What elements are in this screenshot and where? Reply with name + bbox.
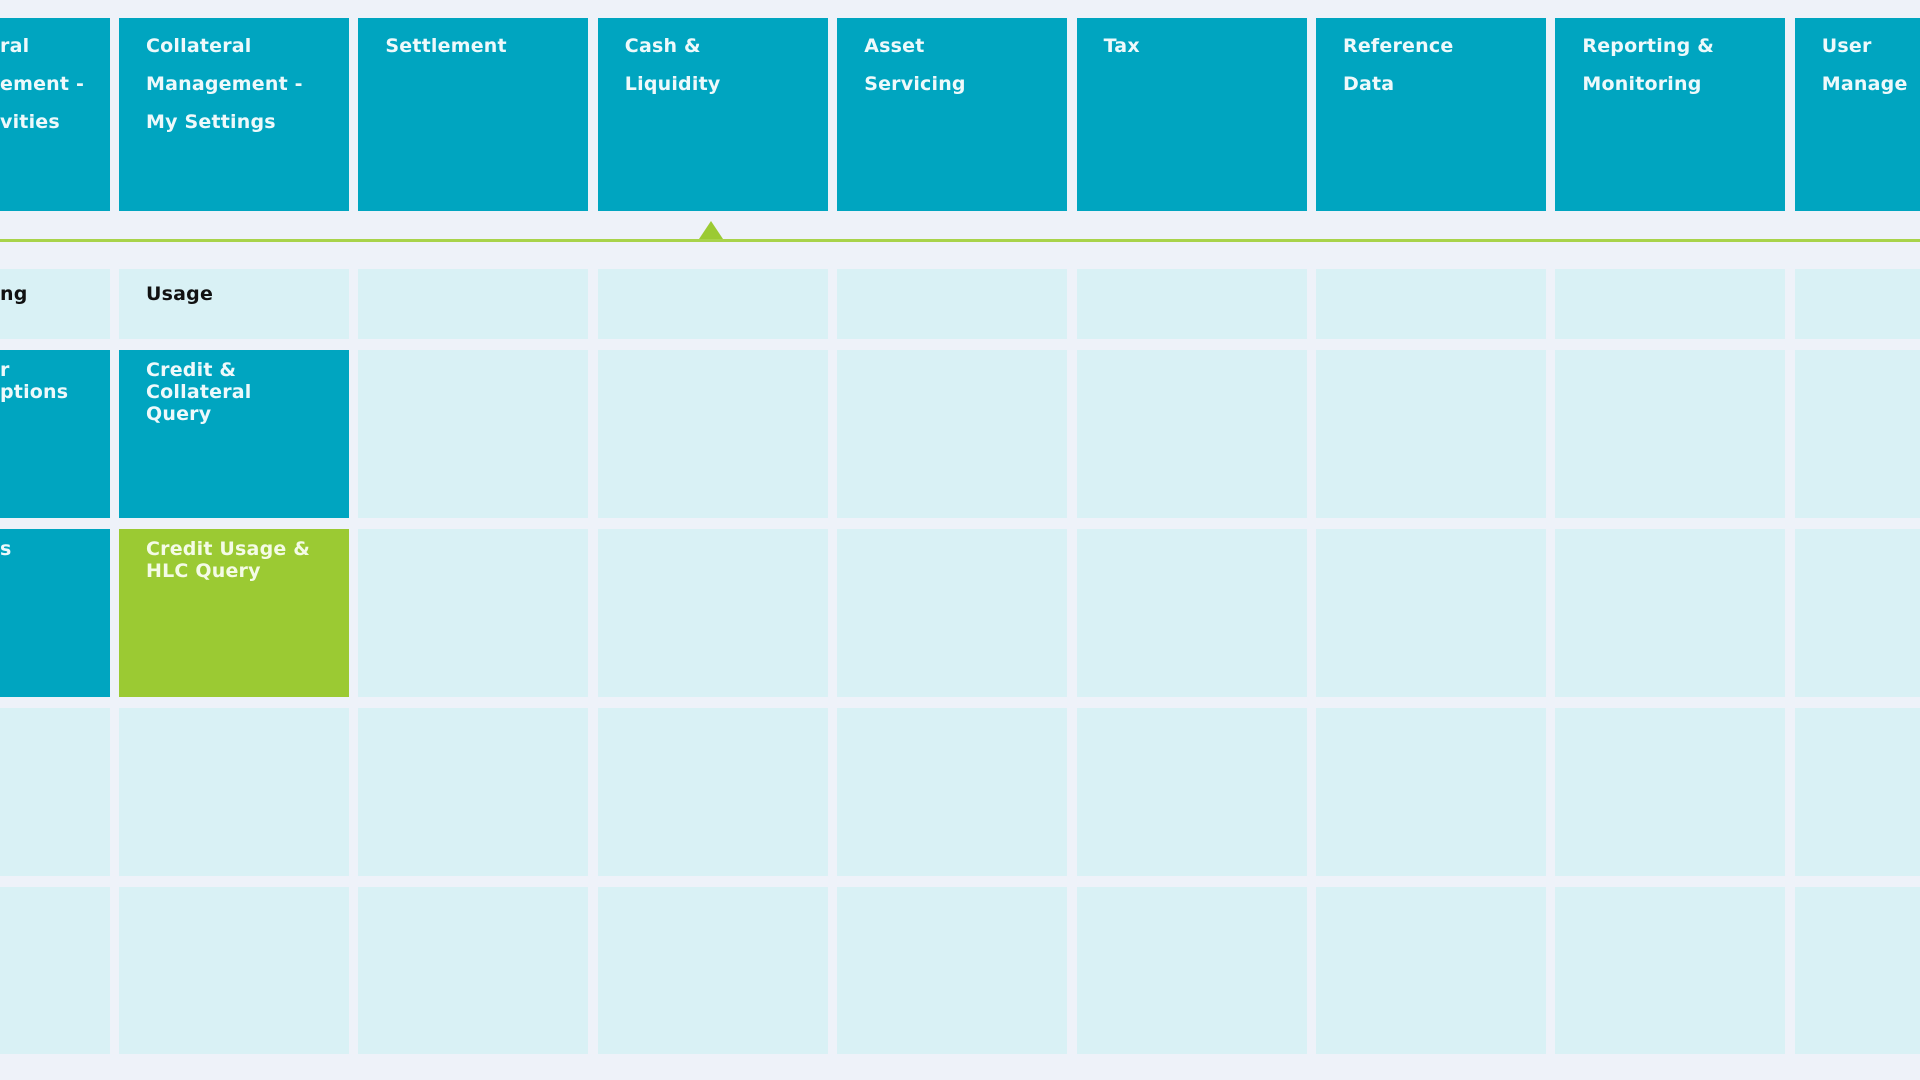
empty-tile bbox=[119, 887, 349, 1054]
empty-tile bbox=[358, 529, 589, 697]
menu-column-9-label: Manage bbox=[1821, 73, 1908, 95]
empty-tile bbox=[837, 350, 1068, 518]
empty-tile bbox=[1794, 887, 1920, 1054]
menu-column-7[interactable]: Reference Data bbox=[1316, 18, 1546, 211]
menu-column-9-label: User bbox=[1821, 35, 1872, 57]
column-subheader bbox=[1316, 269, 1546, 339]
menu-column-6[interactable]: Tax bbox=[1076, 18, 1307, 211]
menu-divider-line bbox=[0, 239, 1920, 242]
column-subheader bbox=[1076, 269, 1307, 339]
menu-column-2[interactable]: Collateral Management - My Settings bbox=[119, 18, 349, 211]
empty-tile bbox=[1076, 350, 1307, 518]
empty-tile bbox=[1316, 708, 1546, 876]
empty-tile bbox=[119, 708, 349, 876]
menu-column-9[interactable]: User Manage bbox=[1794, 18, 1920, 211]
menu-tile[interactable]: r ptions bbox=[0, 350, 110, 518]
menu-tile-selected[interactable]: Credit Usage & HLC Query bbox=[119, 529, 349, 697]
menu-column-4[interactable]: Cash & Liquidity bbox=[597, 18, 828, 211]
menu-column-5[interactable]: Asset Servicing bbox=[837, 18, 1068, 211]
empty-tile bbox=[1794, 708, 1920, 876]
menu-tile[interactable]: s bbox=[0, 529, 110, 697]
empty-tile bbox=[1555, 708, 1786, 876]
menu-tile-label: Credit & bbox=[146, 359, 237, 381]
menu-column-7-label: Data bbox=[1343, 73, 1395, 95]
empty-tile bbox=[1076, 708, 1307, 876]
menu-column-2-label: Collateral bbox=[146, 35, 252, 57]
empty-tile bbox=[358, 350, 589, 518]
menu-tile-selected-label: HLC Query bbox=[146, 560, 261, 582]
menu-column-4-label: Cash & bbox=[624, 35, 701, 57]
active-column-indicator-icon bbox=[699, 221, 723, 239]
empty-tile bbox=[358, 887, 589, 1054]
empty-tile bbox=[837, 887, 1068, 1054]
menu-column-1-label: ement - bbox=[0, 73, 85, 95]
column-subheader: Usage bbox=[119, 269, 349, 339]
menu-tile-selected-label: Credit Usage & bbox=[146, 538, 311, 560]
menu-column-8-label: Reporting & bbox=[1582, 35, 1715, 57]
empty-tile bbox=[0, 887, 110, 1054]
empty-tile bbox=[1076, 887, 1307, 1054]
empty-tile bbox=[837, 529, 1068, 697]
menu-column-2-label: My Settings bbox=[146, 111, 276, 133]
empty-tile bbox=[1316, 350, 1546, 518]
menu-column-6-label: Tax bbox=[1103, 35, 1140, 57]
menu-column-1-label: ral bbox=[0, 35, 30, 57]
menu-tile-label: ptions bbox=[0, 381, 69, 403]
empty-tile bbox=[1555, 887, 1786, 1054]
empty-tile bbox=[1794, 529, 1920, 697]
empty-tile bbox=[1555, 350, 1786, 518]
menu-tile-label: r bbox=[0, 359, 10, 381]
empty-tile bbox=[358, 708, 589, 876]
empty-tile bbox=[837, 708, 1068, 876]
menu-column-1[interactable]: ral ement - vities bbox=[0, 18, 110, 211]
menu-column-5-label: Servicing bbox=[864, 73, 966, 95]
menu-column-3[interactable]: Settlement bbox=[358, 18, 589, 211]
menu-tile-label: Collateral bbox=[146, 381, 252, 403]
column-subheader: ng bbox=[0, 269, 110, 339]
column-subheader bbox=[358, 269, 589, 339]
column-subheader bbox=[597, 269, 828, 339]
empty-tile bbox=[1316, 529, 1546, 697]
column-subheader bbox=[1555, 269, 1786, 339]
empty-tile bbox=[1076, 529, 1307, 697]
menu-column-7-label: Reference bbox=[1343, 35, 1454, 57]
column-subheader bbox=[837, 269, 1068, 339]
menu-tile[interactable]: Credit & Collateral Query bbox=[119, 350, 349, 518]
empty-tile bbox=[1555, 529, 1786, 697]
menu-column-2-label: Management - bbox=[146, 73, 303, 95]
empty-tile bbox=[1794, 350, 1920, 518]
menu-column-1-label: vities bbox=[0, 111, 60, 133]
menu-tile-label: Query bbox=[146, 403, 212, 425]
menu-tile-label: s bbox=[0, 538, 12, 560]
empty-tile bbox=[0, 708, 110, 876]
column-subheader bbox=[1794, 269, 1920, 339]
empty-tile bbox=[597, 887, 828, 1054]
menu-column-8-label: Monitoring bbox=[1582, 73, 1702, 95]
menu-column-8[interactable]: Reporting & Monitoring bbox=[1555, 18, 1786, 211]
empty-tile bbox=[597, 350, 828, 518]
menu-column-4-label: Liquidity bbox=[624, 73, 721, 95]
empty-tile bbox=[1316, 887, 1546, 1054]
menu-column-5-label: Asset bbox=[864, 35, 925, 57]
menu-column-3-label: Settlement bbox=[385, 35, 507, 57]
empty-tile bbox=[597, 529, 828, 697]
empty-tile bbox=[597, 708, 828, 876]
